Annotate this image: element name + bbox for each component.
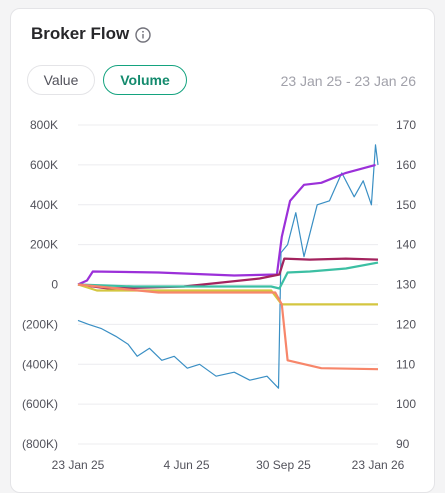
y-left-tick-label: 800K [30,118,58,132]
y-right-tick-label: 160 [396,158,416,172]
x-tick-label: 4 Jun 25 [163,458,209,472]
y-left-tick-label: (800K) [22,437,58,451]
y-left-tick-label: 0 [51,278,58,292]
y-right-tick-label: 130 [396,278,416,292]
y-left-tick-label: (200K) [22,317,58,331]
x-tick-label: 30 Sep 25 [256,458,311,472]
date-range: 23 Jan 25 - 23 Jan 26 [280,73,416,89]
y-right-tick-label: 100 [396,397,416,411]
y-right-tick-label: 110 [396,357,415,371]
y-right-tick-label: 90 [396,437,410,451]
x-tick-label: 23 Jan 26 [352,458,405,472]
yellow-series-line [77,283,378,306]
y-left-tick-label: (400K) [22,357,58,371]
y-right-tick-label: 120 [396,317,416,331]
x-tick-label: 23 Jan 25 [52,458,105,472]
maroon-series-line [77,257,379,290]
y-right-tick-label: 150 [396,198,416,212]
price-series-line [77,144,379,389]
widget-title: Broker Flow [31,24,130,43]
broker-flow-card: Broker Flow Value Volume 23 Jan 25 - 23 … [10,8,435,493]
y-right-tick-label: 140 [396,238,416,252]
volume-toggle-button[interactable]: Volume [103,65,187,95]
y-left-tick-label: 400K [30,198,58,212]
value-toggle-button[interactable]: Value [27,65,95,95]
teal-series-line [77,261,379,290]
y-right-tick-label: 170 [396,118,416,132]
salmon-series-line [77,283,379,371]
y-left-tick-label: (600K) [22,397,58,411]
info-circle-icon[interactable] [135,27,151,43]
purple-series-line [77,163,376,286]
y-left-tick-label: 200K [30,238,58,252]
y-left-tick-label: 600K [30,158,58,172]
